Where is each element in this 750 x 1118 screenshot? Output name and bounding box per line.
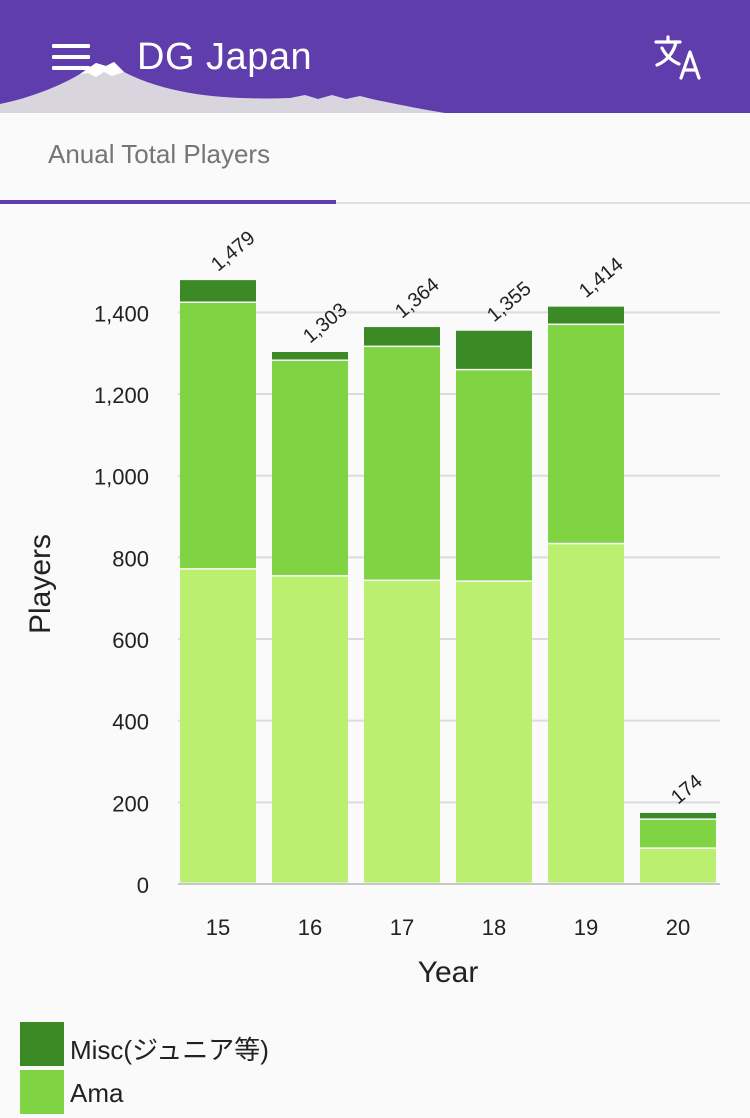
y-tick-label: 200 xyxy=(112,791,149,816)
y-tick-label: 0 xyxy=(137,873,149,898)
bar-segment xyxy=(364,581,440,883)
x-tick-label: 19 xyxy=(574,915,598,940)
x-tick-label: 18 xyxy=(482,915,506,940)
translate-icon xyxy=(654,35,701,80)
y-axis-label: Players xyxy=(24,534,57,634)
tab-bar: Anual Total Players xyxy=(0,113,750,204)
tab-active-indicator xyxy=(0,200,336,204)
app-bar: DG Japan xyxy=(0,0,750,113)
y-tick-label: 1,200 xyxy=(94,383,149,408)
y-axis-ticks: 0 200 400 600 800 1,000 1,200 1,400 xyxy=(94,301,149,898)
bar-segment xyxy=(180,569,256,883)
bar-segment xyxy=(272,360,348,576)
y-tick-label: 400 xyxy=(112,710,149,735)
chart-bars xyxy=(180,280,716,883)
menu-icon xyxy=(52,44,90,48)
bar-segment xyxy=(456,581,532,883)
bar-segment xyxy=(364,347,440,580)
legend-swatch-misc xyxy=(20,1022,64,1066)
bar-total-label: 1,355 xyxy=(483,278,535,327)
bar-segment xyxy=(640,848,716,883)
bar-segment xyxy=(456,370,532,581)
bar-segment xyxy=(640,819,716,848)
x-tick-label: 17 xyxy=(390,915,414,940)
bar-segment xyxy=(456,330,532,369)
x-tick-label: 16 xyxy=(298,915,322,940)
bar-segment xyxy=(272,576,348,883)
bar-total-label: 1,303 xyxy=(299,299,351,348)
stacked-bar-chart: 0 200 400 600 800 1,000 1,200 1,400 15 16 17 18 19 2… xyxy=(24,227,720,989)
x-axis-ticks: 15 16 17 18 19 20 xyxy=(206,915,690,940)
legend-label-ama: Ama xyxy=(70,1078,124,1108)
bar-total-label: 1,364 xyxy=(391,274,443,323)
x-axis-label: Year xyxy=(418,956,479,989)
legend-swatch-ama xyxy=(20,1070,64,1114)
menu-icon-line xyxy=(52,66,90,70)
menu-button[interactable] xyxy=(52,44,92,72)
bar-segment xyxy=(180,280,256,302)
translate-button[interactable] xyxy=(652,34,704,82)
y-tick-label: 800 xyxy=(112,546,149,571)
bar-total-label: 1,414 xyxy=(575,253,627,302)
bar-segment xyxy=(548,544,624,883)
app-title: DG Japan xyxy=(137,36,313,78)
y-tick-label: 1,000 xyxy=(94,465,149,490)
bar-segment xyxy=(548,306,624,324)
chart-gridlines xyxy=(178,311,720,885)
legend-label-misc: Misc(ジュニア等) xyxy=(70,1035,269,1065)
bar-segment xyxy=(364,327,440,346)
bar-segment xyxy=(548,325,624,543)
bar-segment xyxy=(272,351,348,360)
menu-icon-line xyxy=(52,55,90,59)
y-tick-label: 1,400 xyxy=(94,301,149,326)
y-tick-label: 600 xyxy=(112,628,149,653)
bar-total-label: 1,479 xyxy=(207,227,259,276)
bar-segment xyxy=(640,812,716,819)
x-tick-label: 20 xyxy=(666,915,690,940)
tab-annual-total-players[interactable]: Anual Total Players xyxy=(0,113,336,204)
bar-segment xyxy=(180,302,256,569)
tab-label: Anual Total Players xyxy=(48,139,271,169)
x-tick-label: 15 xyxy=(206,915,230,940)
mount-fuji-illustration xyxy=(0,62,445,113)
